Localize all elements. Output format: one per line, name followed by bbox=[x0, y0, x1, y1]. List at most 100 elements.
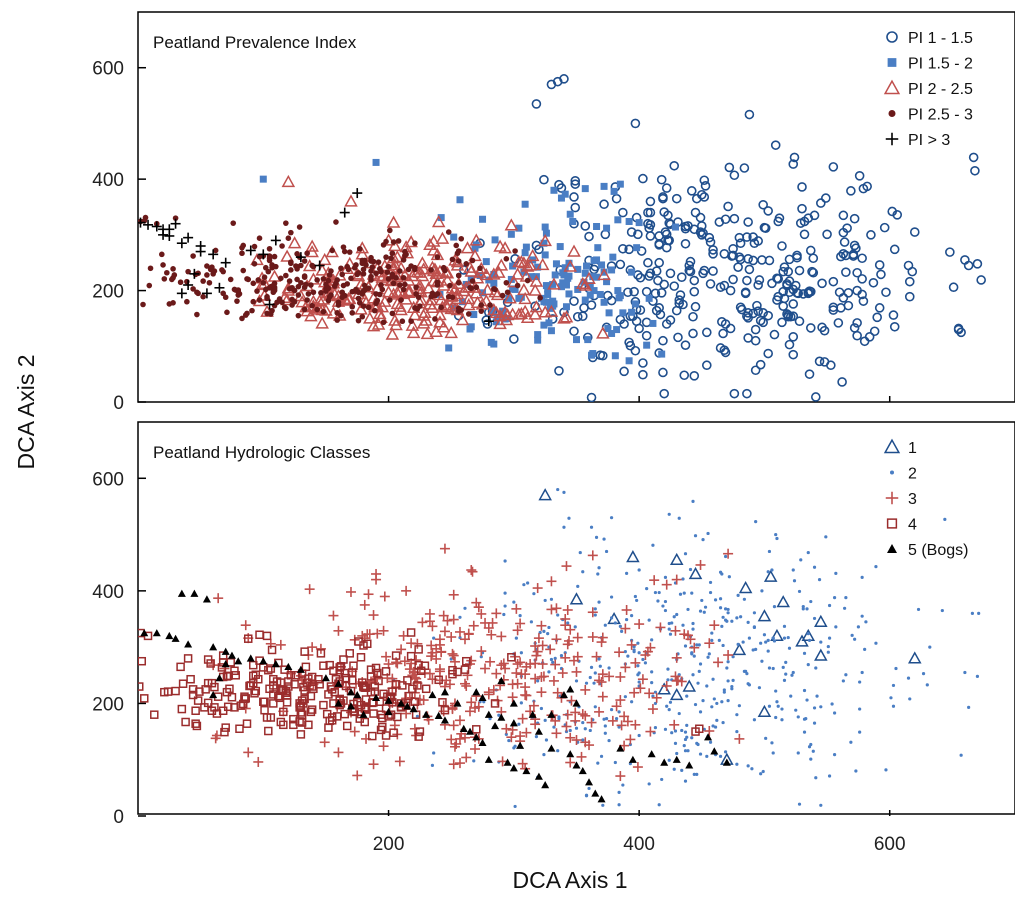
data-point bbox=[160, 687, 169, 697]
data-point bbox=[210, 271, 216, 277]
data-point bbox=[260, 705, 269, 715]
data-point bbox=[176, 662, 185, 672]
data-point bbox=[251, 670, 261, 679]
data-point bbox=[568, 728, 572, 733]
data-point bbox=[223, 702, 233, 712]
data-point bbox=[528, 283, 542, 296]
data-point bbox=[345, 266, 352, 273]
data-point bbox=[782, 636, 787, 640]
data-point bbox=[663, 727, 668, 731]
data-point bbox=[680, 340, 691, 350]
data-point bbox=[632, 762, 643, 773]
data-point bbox=[304, 720, 313, 730]
data-point bbox=[479, 294, 494, 307]
data-point bbox=[243, 747, 254, 758]
data-point bbox=[387, 227, 393, 234]
data-point bbox=[693, 534, 698, 538]
data-point bbox=[529, 620, 533, 624]
data-point bbox=[370, 687, 380, 696]
data-point bbox=[383, 254, 389, 260]
data-point bbox=[570, 179, 581, 189]
data-point bbox=[280, 249, 294, 262]
data-point bbox=[256, 297, 263, 303]
data-point bbox=[526, 581, 530, 585]
data-point bbox=[478, 308, 485, 314]
legend-marker bbox=[883, 79, 901, 95]
data-point bbox=[784, 672, 788, 676]
data-point bbox=[854, 769, 858, 773]
data-point bbox=[869, 326, 880, 337]
data-point bbox=[335, 302, 342, 308]
y-tick-label: 200 bbox=[92, 282, 124, 303]
data-point bbox=[360, 271, 367, 277]
data-point bbox=[604, 549, 609, 554]
data-point bbox=[406, 638, 417, 649]
data-point bbox=[348, 275, 354, 282]
data-point bbox=[565, 290, 573, 298]
data-point bbox=[625, 617, 629, 622]
data-point bbox=[637, 651, 641, 655]
series-1 bbox=[538, 488, 922, 765]
data-point bbox=[207, 706, 217, 715]
data-point bbox=[860, 670, 864, 675]
data-point bbox=[244, 634, 253, 643]
data-point bbox=[515, 731, 526, 742]
data-point bbox=[578, 766, 587, 775]
data-point bbox=[432, 636, 436, 640]
data-point bbox=[388, 238, 402, 252]
data-point bbox=[634, 619, 645, 630]
data-point bbox=[379, 286, 386, 293]
data-point bbox=[509, 285, 517, 293]
data-point bbox=[256, 253, 263, 260]
data-point bbox=[416, 262, 431, 275]
data-point bbox=[455, 305, 462, 312]
y-axis-label: DCA Axis 2 bbox=[13, 354, 39, 469]
data-point bbox=[736, 642, 740, 646]
data-point bbox=[494, 258, 509, 271]
data-point bbox=[655, 622, 666, 633]
data-point bbox=[561, 264, 569, 272]
data-point bbox=[569, 296, 579, 306]
data-point bbox=[626, 227, 637, 237]
data-point bbox=[539, 706, 544, 711]
data-point bbox=[784, 339, 795, 350]
data-point bbox=[727, 575, 731, 579]
data-point bbox=[699, 175, 710, 186]
data-point bbox=[453, 242, 460, 249]
data-point bbox=[626, 550, 640, 563]
legend-item: 5 (Bogs) bbox=[887, 542, 968, 559]
data-point bbox=[704, 232, 715, 243]
data-point bbox=[264, 310, 270, 317]
data-point bbox=[834, 625, 838, 629]
data-point bbox=[827, 774, 832, 778]
data-point bbox=[195, 246, 206, 257]
data-point bbox=[151, 221, 162, 232]
data-point bbox=[522, 243, 530, 251]
data-point bbox=[754, 647, 758, 651]
data-point bbox=[688, 566, 703, 580]
data-point bbox=[341, 681, 351, 691]
data-point bbox=[735, 616, 739, 620]
data-point bbox=[715, 718, 719, 722]
data-point bbox=[766, 649, 770, 653]
data-point bbox=[852, 285, 862, 296]
data-point bbox=[315, 263, 329, 276]
data-point bbox=[355, 714, 365, 723]
data-point bbox=[743, 254, 753, 264]
data-point bbox=[329, 666, 338, 676]
data-point bbox=[872, 312, 882, 323]
data-point bbox=[874, 641, 878, 645]
data-point bbox=[256, 235, 263, 241]
data-point bbox=[528, 710, 537, 718]
data-point bbox=[852, 330, 862, 341]
legend-marker bbox=[887, 58, 897, 67]
data-point bbox=[642, 646, 653, 657]
data-point bbox=[609, 595, 614, 599]
data-point bbox=[683, 644, 688, 648]
data-point bbox=[614, 647, 625, 658]
data-point bbox=[797, 802, 802, 806]
data-point bbox=[507, 724, 518, 735]
data-point bbox=[473, 284, 480, 291]
data-point bbox=[671, 652, 682, 663]
